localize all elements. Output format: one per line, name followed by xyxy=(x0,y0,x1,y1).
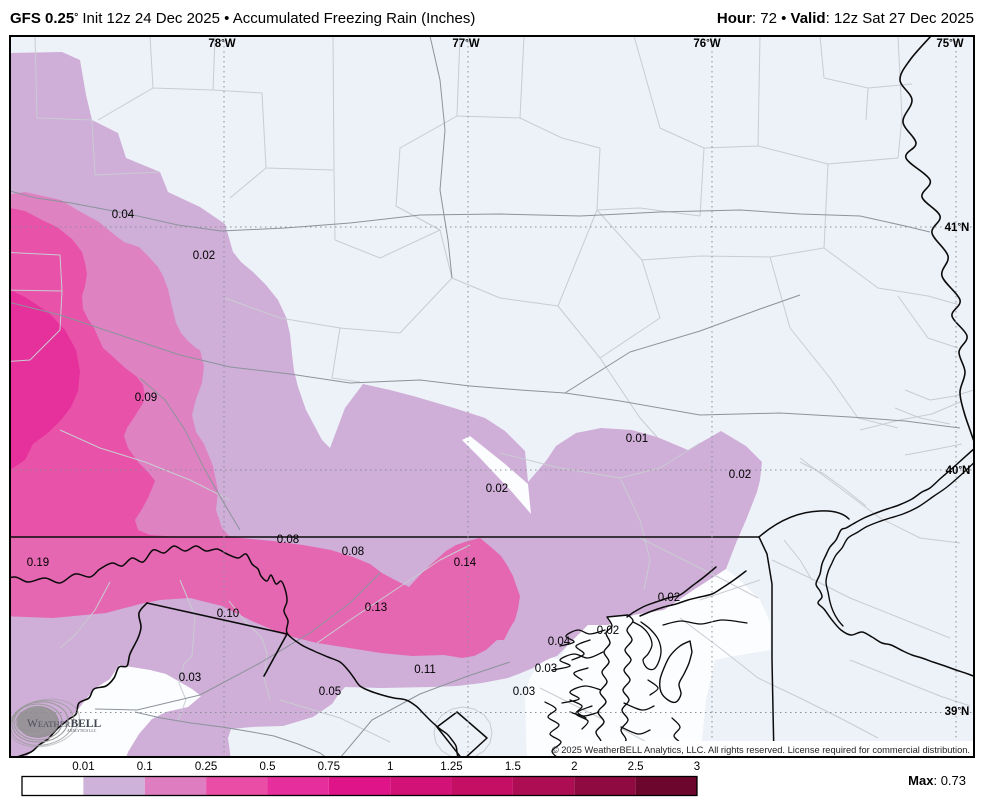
svg-text:0.1: 0.1 xyxy=(137,761,153,773)
svg-text:1.25: 1.25 xyxy=(440,761,462,773)
svg-text:0.03: 0.03 xyxy=(535,663,557,675)
svg-text:0.05: 0.05 xyxy=(319,686,341,698)
svg-text:39°N: 39°N xyxy=(945,705,970,718)
svg-text:78°W: 78°W xyxy=(208,37,235,50)
svg-text:0.5: 0.5 xyxy=(260,761,276,773)
svg-text:1.5: 1.5 xyxy=(505,761,521,773)
svg-text:0.08: 0.08 xyxy=(277,534,299,546)
svg-text:41°N: 41°N xyxy=(945,221,970,234)
svg-text:0.08: 0.08 xyxy=(342,546,364,558)
svg-text:76°W: 76°W xyxy=(693,37,720,50)
svg-text:0.19: 0.19 xyxy=(27,557,49,569)
svg-text:0.02: 0.02 xyxy=(597,625,619,637)
svg-text:0.13: 0.13 xyxy=(365,602,387,614)
svg-text:0.01: 0.01 xyxy=(626,433,648,445)
svg-text:Max: 0.73: Max: 0.73 xyxy=(908,773,966,788)
svg-text:0.03: 0.03 xyxy=(179,672,201,684)
svg-text:0.02: 0.02 xyxy=(486,483,508,495)
svg-text:0.04: 0.04 xyxy=(548,636,571,648)
svg-text:0.02: 0.02 xyxy=(193,250,215,262)
svg-text:0.11: 0.11 xyxy=(414,664,436,676)
svg-text:0.75: 0.75 xyxy=(318,761,340,773)
svg-text:0.14: 0.14 xyxy=(454,557,477,569)
svg-text:ANALYTICS LLC: ANALYTICS LLC xyxy=(67,729,97,733)
svg-text:2.5: 2.5 xyxy=(628,761,644,773)
svg-text:0.03: 0.03 xyxy=(513,686,535,698)
svg-text:© 2025 WeatherBELL Analytics,: © 2025 WeatherBELL Analytics, LLC. All r… xyxy=(552,745,970,755)
svg-text:0.02: 0.02 xyxy=(658,592,680,604)
svg-text:0.04: 0.04 xyxy=(112,209,135,221)
svg-text:40°N: 40°N xyxy=(946,464,971,477)
svg-text:0.09: 0.09 xyxy=(135,392,157,404)
svg-text:75°W: 75°W xyxy=(936,37,963,50)
svg-text:0.10: 0.10 xyxy=(217,608,239,620)
svg-text:WEATHERBELL: WEATHERBELL xyxy=(27,718,101,730)
svg-text:2: 2 xyxy=(571,761,577,773)
svg-text:0.01: 0.01 xyxy=(72,761,94,773)
svg-text:77°W: 77°W xyxy=(452,37,479,50)
svg-text:0.02: 0.02 xyxy=(729,469,751,481)
svg-text:Hour: 72 • Valid: 12z Sat 27 D: Hour: 72 • Valid: 12z Sat 27 Dec 2025 xyxy=(717,10,974,27)
svg-text:1: 1 xyxy=(387,761,393,773)
svg-text:0.25: 0.25 xyxy=(195,761,217,773)
svg-text:GFS 0.25° Init 12z 24 Dec 2025: GFS 0.25° Init 12z 24 Dec 2025 • Accumul… xyxy=(10,10,475,27)
svg-text:3: 3 xyxy=(694,761,700,773)
